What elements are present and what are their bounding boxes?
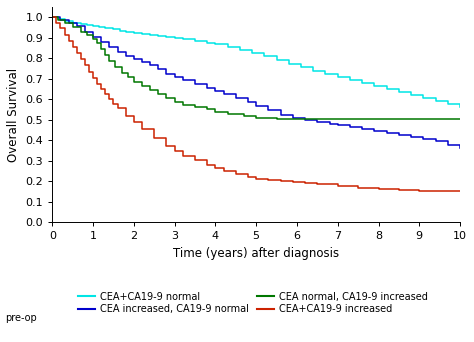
Legend: CEA+CA19-9 normal, CEA increased, CA19-9 normal, CEA normal, CA19-9 increased, C: CEA+CA19-9 normal, CEA increased, CA19-9… <box>78 292 428 314</box>
X-axis label: Time (years) after diagnosis: Time (years) after diagnosis <box>173 247 339 260</box>
Y-axis label: Overall Survival: Overall Survival <box>7 67 20 162</box>
Text: pre-op: pre-op <box>5 313 36 323</box>
